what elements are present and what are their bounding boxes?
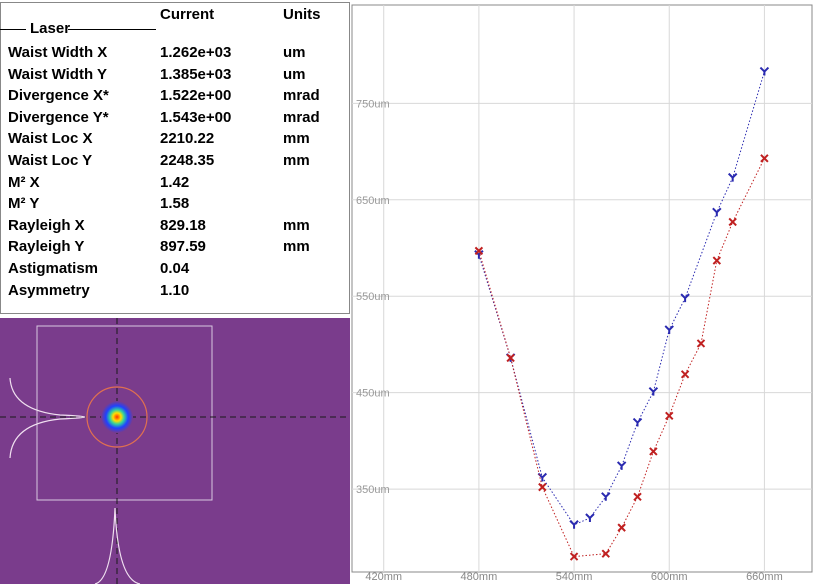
table-cell: 2248.35: [160, 152, 214, 169]
x-tick-label: 480mm: [461, 571, 498, 583]
table-cell: mrad: [283, 87, 320, 104]
table-cell: Asymmetry: [8, 282, 90, 299]
beam-spot: [101, 401, 133, 433]
page: Current Units Laser Waist Width X 1.262e+03 u…: [0, 0, 815, 584]
table-cell: Divergence Y*: [8, 109, 109, 126]
table-cell: Divergence X*: [8, 87, 109, 104]
y-tick-label: 550um: [356, 291, 390, 303]
table-cell: Units: [283, 6, 321, 23]
y-tick-label: 350um: [356, 484, 390, 496]
table-cell: mm: [283, 152, 310, 169]
table-cell: M² Y: [8, 195, 39, 212]
left-panel: Current Units Laser Waist Width X 1.262e+03 u…: [0, 0, 350, 584]
table-cell: um: [283, 44, 306, 61]
table-cell: M² X: [8, 174, 40, 191]
plot-area: [352, 5, 812, 572]
table-cell: 1.543e+00: [160, 109, 231, 126]
group-rule: [0, 29, 26, 30]
x-tick-label: 660mm: [746, 571, 783, 583]
table-cell: 0.04: [160, 260, 189, 277]
table-cell: 1.10: [160, 282, 189, 299]
y-tick-label: 650um: [356, 195, 390, 207]
table-cell: Waist Loc Y: [8, 152, 92, 169]
table-cell: Current: [160, 6, 214, 23]
table-cell: 1.58: [160, 195, 189, 212]
table-cell: Waist Loc X: [8, 130, 92, 147]
table-cell: Waist Width Y: [8, 66, 107, 83]
table-cell: Laser: [30, 20, 70, 37]
x-tick-label: 600mm: [651, 571, 688, 583]
table-cell: mm: [283, 217, 310, 234]
table-cell: 829.18: [160, 217, 206, 234]
results-table: Current Units Laser Waist Width X 1.262e+03 u…: [0, 0, 350, 316]
beam-profile: [0, 318, 350, 584]
table-cell: 2210.22: [160, 130, 214, 147]
x-tick-label: 540mm: [556, 571, 593, 583]
table-cell: 1.522e+00: [160, 87, 231, 104]
table-cell: 1.262e+03: [160, 44, 231, 61]
caustic-chart: 420mm 480mm 540mm 600mm 660mm 350um 450um 550um…: [350, 0, 815, 584]
table-cell: Waist Width X: [8, 44, 107, 61]
table-cell: 1.42: [160, 174, 189, 191]
table-cell: mm: [283, 130, 310, 147]
sensor-image: [0, 318, 350, 584]
x-tick-label: 420mm: [365, 571, 402, 583]
table-cell: mm: [283, 238, 310, 255]
y-tick-label: 450um: [356, 388, 390, 400]
group-rule: [68, 29, 156, 30]
y-tick-label: 750um: [356, 98, 390, 110]
table-cell: 1.385e+03: [160, 66, 231, 83]
table-cell: Rayleigh Y: [8, 238, 84, 255]
table-cell: mrad: [283, 109, 320, 126]
table-cell: 897.59: [160, 238, 206, 255]
table-cell: Rayleigh X: [8, 217, 85, 234]
table-cell: Astigmatism: [8, 260, 98, 277]
table-cell: um: [283, 66, 306, 83]
